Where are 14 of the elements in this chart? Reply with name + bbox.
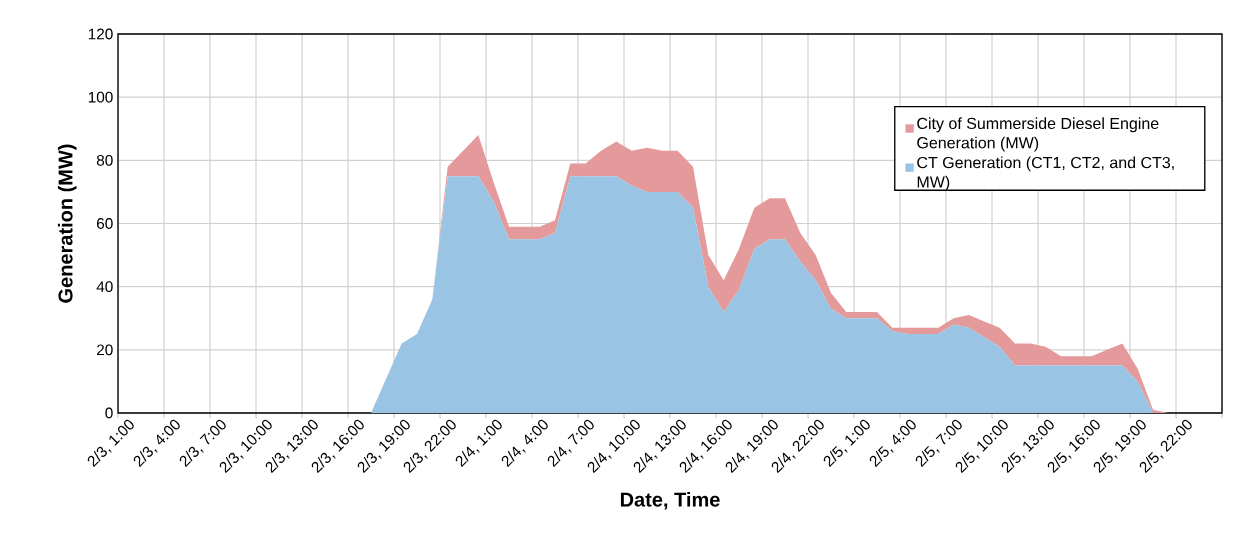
- legend-label: City of Summerside Diesel Engine Generation (MW): [917, 117, 1159, 152]
- y-tick-label: 0: [105, 407, 113, 419]
- x-tick-label: 2/4, 4:00: [501, 419, 548, 468]
- y-axis-title: Generation (MW): [57, 144, 77, 303]
- x-tick-label: 2/3, 4:00: [133, 419, 180, 468]
- x-axis-title: Date, Time: [620, 492, 720, 510]
- y-tick-label: 100: [88, 91, 113, 103]
- x-tick-label: 2/5, 4:00: [869, 419, 916, 468]
- y-tick-label: 40: [96, 281, 113, 293]
- legend-label: CT Generation (CT1, CT2, and CT3, MW): [917, 156, 1174, 191]
- y-tick-label: 60: [97, 218, 113, 229]
- y-tick-label: 120: [88, 28, 113, 40]
- y-tick-label: 80: [96, 154, 113, 166]
- y-tick-label: 20: [97, 344, 113, 356]
